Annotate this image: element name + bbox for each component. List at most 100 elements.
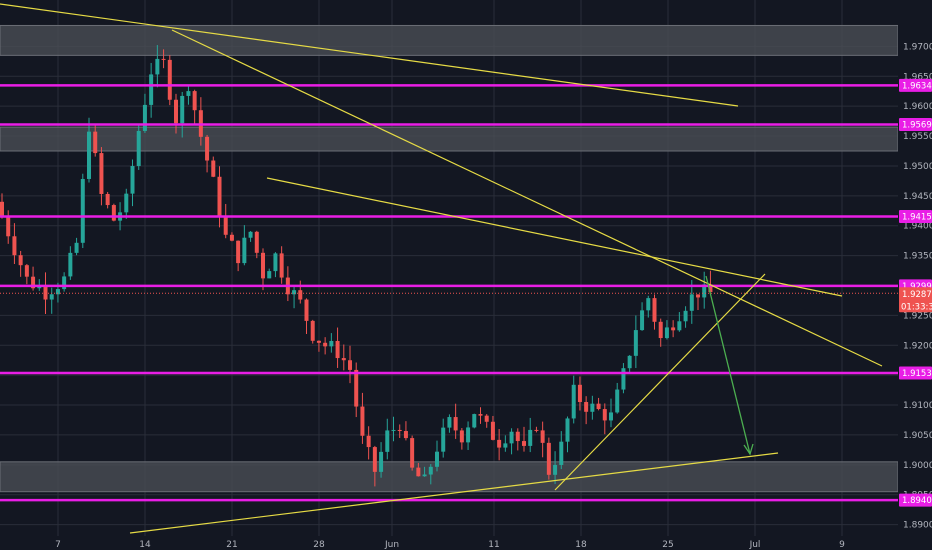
candle-body: [466, 427, 471, 443]
candle-body: [553, 464, 558, 475]
horizontal-levels: [0, 84, 898, 502]
trend-lines: [0, 3, 883, 534]
candle-body: [341, 358, 346, 361]
candle-body: [584, 402, 589, 412]
candle-body: [248, 231, 253, 238]
x-tick-label: 18: [575, 540, 587, 550]
x-tick-label: Jun: [384, 540, 399, 550]
trend-line: [129, 452, 779, 534]
candle-body: [304, 299, 309, 321]
candle-body: [211, 160, 216, 177]
candle-body: [49, 294, 54, 300]
candle-body: [590, 403, 595, 412]
level-badge-label: 1.94154: [902, 213, 932, 223]
candle-body: [372, 447, 377, 472]
candle-body: [236, 240, 241, 264]
y-tick-label: 1.94500: [903, 192, 932, 202]
candle-body: [646, 298, 651, 311]
x-tick-label: 7: [55, 540, 61, 550]
candle-body: [528, 429, 533, 446]
candle-body: [677, 321, 682, 331]
candle-body: [515, 431, 520, 442]
candle-body: [31, 276, 36, 289]
candle-body: [459, 430, 464, 443]
candle-body: [161, 58, 166, 60]
candle-body: [702, 284, 707, 298]
level-badge: [899, 118, 932, 132]
level-badge-label: 1.91537: [902, 369, 932, 379]
level-badge: [899, 78, 932, 92]
candle-body: [37, 286, 42, 289]
arrow-shaft: [705, 275, 751, 455]
zone-rect: [0, 24, 899, 56]
candle-body: [391, 429, 396, 431]
candle-body: [180, 95, 185, 124]
candle-body: [62, 276, 67, 290]
candle-body: [130, 166, 135, 194]
y-tick-label: 1.97000: [903, 42, 932, 52]
candle-body: [379, 451, 384, 472]
candle-body: [348, 360, 352, 370]
trend-line: [266, 177, 843, 297]
candle-body: [627, 355, 632, 369]
y-tick-label: 1.93500: [903, 252, 932, 262]
candle-body: [664, 327, 669, 339]
candle-body: [261, 252, 265, 279]
projection-arrow: [705, 275, 754, 456]
candle-body: [354, 369, 359, 407]
candle-body: [329, 340, 334, 347]
candle-body: [385, 430, 390, 452]
candle-body: [503, 443, 508, 448]
candle-body: [640, 310, 645, 331]
candle-body: [105, 193, 110, 206]
candle-body: [422, 474, 427, 477]
candle-body: [403, 431, 408, 439]
candle-body: [683, 310, 688, 322]
candle-body: [229, 234, 234, 241]
y-tick-label: 1.96000: [903, 102, 932, 112]
level-badge-label: 1.92993: [902, 282, 932, 292]
zone-rect: [0, 126, 899, 152]
candle-body: [6, 216, 11, 237]
candle-body: [609, 412, 613, 421]
candle-body: [602, 409, 607, 421]
candlesticks: [0, 45, 713, 487]
candle-body: [223, 216, 228, 235]
candle-body: [12, 236, 17, 256]
candle-body: [509, 431, 514, 444]
candle-body: [74, 242, 79, 253]
candle-body: [546, 442, 551, 475]
candle-body: [534, 429, 539, 431]
candle-body: [186, 91, 191, 96]
time-axis[interactable]: 7 14 21 28 Jun 11 18 25 Jul 9: [0, 536, 898, 550]
candle-body: [136, 130, 141, 167]
y-tick-label: 1.91000: [903, 401, 932, 411]
candle-body: [68, 252, 73, 277]
candle-body: [149, 74, 154, 105]
candle-body: [292, 290, 297, 295]
price-axis[interactable]: 1.890001.895001.900001.905001.910001.915…: [898, 0, 932, 550]
countdown-label: 01:33:37: [901, 302, 932, 312]
y-tick-label: 1.94000: [903, 222, 932, 232]
candle-body: [441, 427, 446, 452]
candle-body: [671, 327, 676, 331]
candle-body: [453, 417, 458, 431]
x-tick-label: 11: [488, 540, 499, 550]
candle-body: [167, 59, 172, 100]
candle-body: [111, 205, 116, 221]
candle-body: [447, 417, 452, 428]
candle-body: [596, 403, 601, 410]
candle-body: [298, 290, 303, 300]
candle-body: [689, 294, 694, 311]
supply-demand-zones: [0, 24, 899, 493]
candle-body: [416, 467, 421, 477]
candle-body: [484, 415, 489, 422]
level-badge: [899, 493, 932, 507]
candle-body: [242, 237, 247, 264]
last-price-badge: [899, 287, 932, 313]
candle-body: [18, 255, 23, 266]
candle-body: [24, 265, 29, 277]
candle-body: [93, 131, 98, 154]
